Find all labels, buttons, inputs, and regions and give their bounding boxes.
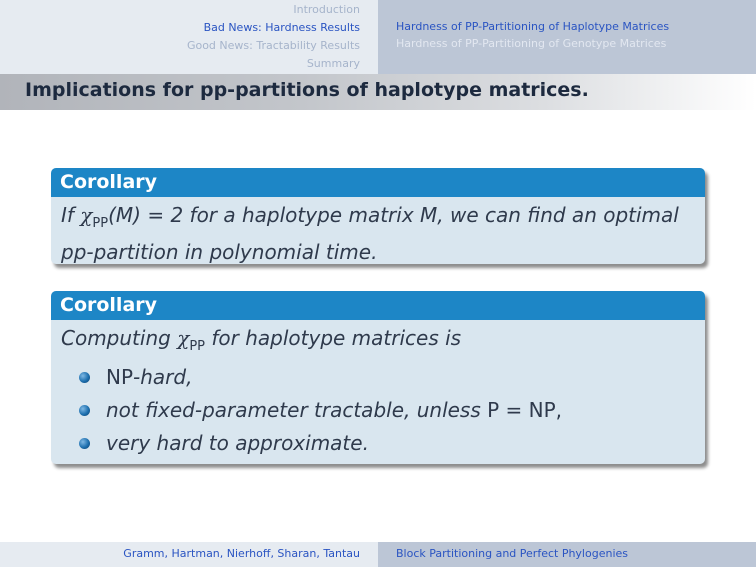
frame-title-bar: Implications for pp-partitions of haplot… xyxy=(0,74,756,110)
corollary-1-line-2: pp-partition in polynomial time. xyxy=(61,240,378,264)
nav-section-introduction[interactable]: Introduction xyxy=(293,3,360,16)
corollary-body-1: If χPP(M) = 2 for a haplotype matrix M, … xyxy=(51,197,705,272)
nav-section-good-news[interactable]: Good News: Tractability Results xyxy=(186,39,360,52)
footer-title-bar: Block Partitioning and Perfect Phylogeni… xyxy=(378,542,756,567)
list-item: very hard to approximate. xyxy=(61,427,696,460)
corollary-2-lead: Computing χPP for haplotype matrices is xyxy=(61,326,462,354)
corollary-title-2: Corollary xyxy=(51,291,705,320)
chi-symbol: χ xyxy=(177,326,190,350)
frame-title: Implications for pp-partitions of haplot… xyxy=(25,79,589,101)
corollary-title-1: Corollary xyxy=(51,168,705,197)
subsection-navigation: Hardness of PP-Partitioning of Haplotype… xyxy=(378,0,756,74)
footer-authors: Gramm, Hartman, Nierhoff, Sharan, Tantau xyxy=(123,547,360,560)
corollary-body-2: Computing χPP for haplotype matrices is … xyxy=(51,320,705,466)
list-item: not fixed-parameter tractable, unless P … xyxy=(61,394,696,427)
corollary-1-line-1: If χPP(M) = 2 for a haplotype matrix M, … xyxy=(61,203,679,231)
nav-subsection-haplotype[interactable]: Hardness of PP-Partitioning of Haplotype… xyxy=(396,20,670,33)
footer-authors-bar: Gramm, Hartman, Nierhoff, Sharan, Tantau xyxy=(0,542,378,567)
corollary-block-2: Corollary Computing χPP for haplotype ma… xyxy=(51,291,705,464)
section-navigation: Introduction Bad News: Hardness Results … xyxy=(0,0,378,74)
chi-subscript: PP xyxy=(92,216,109,231)
corollary-block-1: Corollary If χPP(M) = 2 for a haplotype … xyxy=(51,168,705,264)
chi-subscript: PP xyxy=(189,339,205,354)
footer-title: Block Partitioning and Perfect Phylogeni… xyxy=(396,547,628,560)
corollary-2-list: NP-hard, not fixed-parameter tractable, … xyxy=(61,361,696,460)
nav-subsection-genotype[interactable]: Hardness of PP-Partitioning of Genotype … xyxy=(396,37,667,50)
list-item: NP-hard, xyxy=(61,361,696,394)
nav-section-summary[interactable]: Summary xyxy=(306,57,360,70)
chi-symbol: χ xyxy=(80,203,93,227)
nav-section-bad-news[interactable]: Bad News: Hardness Results xyxy=(203,21,360,34)
